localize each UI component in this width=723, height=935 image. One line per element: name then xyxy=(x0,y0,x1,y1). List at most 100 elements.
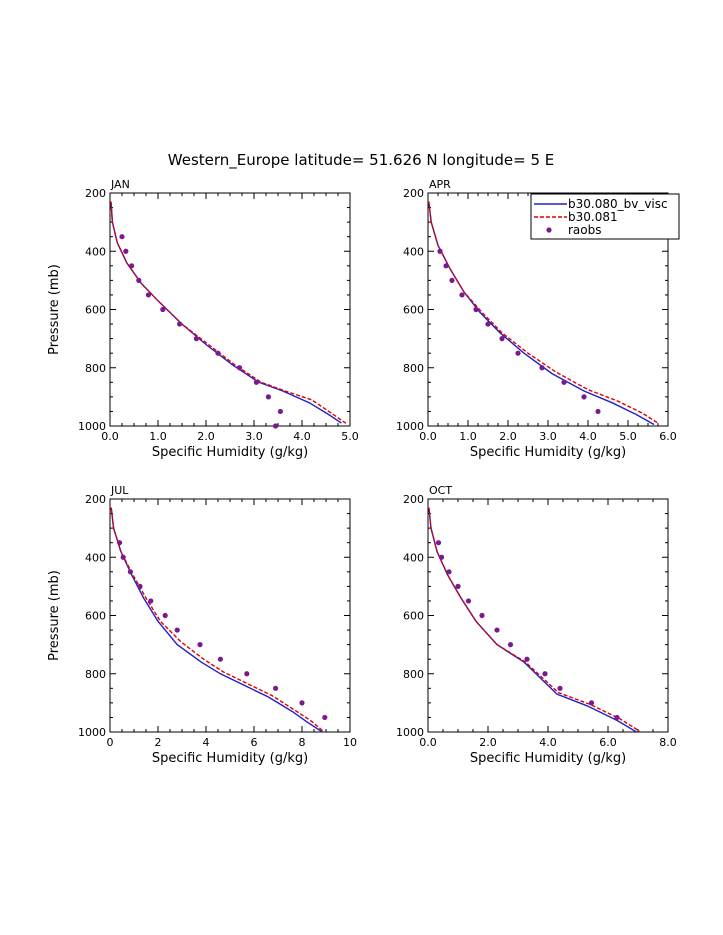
raobs-point xyxy=(524,656,530,662)
x-axis-label: Specific Humidity (g/kg) xyxy=(470,445,626,460)
y-axis-label: Pressure (mb) xyxy=(47,264,62,355)
raobs-point xyxy=(479,612,485,619)
raobs-point xyxy=(119,234,125,240)
x-tick-label: 5.0 xyxy=(341,430,359,443)
raobs-point xyxy=(174,627,180,633)
raobs-point xyxy=(148,598,154,604)
raobs-point xyxy=(217,656,223,662)
raobs-point xyxy=(455,583,461,589)
raobs-point xyxy=(162,612,168,619)
y-tick-label: 400 xyxy=(85,551,106,564)
y-tick-label: 800 xyxy=(403,668,424,681)
raobs-point xyxy=(595,408,601,415)
x-tick-label: 0.0 xyxy=(419,430,437,443)
y-tick-label: 800 xyxy=(85,668,106,681)
y-tick-label: 400 xyxy=(85,245,106,258)
raobs-point xyxy=(557,685,563,691)
raobs-point xyxy=(299,700,305,706)
figure-title: Western_Europe latitude= 51.626 N longit… xyxy=(168,151,554,170)
y-tick-label: 600 xyxy=(403,304,424,317)
raobs-point xyxy=(588,700,595,706)
y-tick-label: 600 xyxy=(85,304,106,317)
raobs-point xyxy=(117,540,123,546)
x-axis-label: Specific Humidity (g/kg) xyxy=(152,751,308,766)
x-tick-label: 4.0 xyxy=(293,430,311,443)
raobs-point xyxy=(322,714,328,721)
raobs-point xyxy=(244,671,250,677)
legend-swatch-dot xyxy=(546,227,552,233)
raobs-point xyxy=(277,408,283,415)
raobs-point xyxy=(449,277,455,283)
raobs-point xyxy=(215,350,221,356)
x-tick-label: 0.0 xyxy=(101,430,119,443)
legend-label: b30.081 xyxy=(568,210,618,224)
raobs-point xyxy=(273,685,279,691)
panel-title: APR xyxy=(429,178,451,191)
raobs-point xyxy=(473,306,479,313)
raobs-point xyxy=(265,394,271,400)
raobs-point xyxy=(494,627,500,633)
raobs-point xyxy=(499,336,505,342)
y-tick-label: 800 xyxy=(85,362,106,375)
raobs-point xyxy=(507,642,514,648)
raobs-point xyxy=(542,671,548,677)
raobs-point xyxy=(123,248,129,254)
y-tick-label: 600 xyxy=(403,610,424,623)
panel-jan: 0.0 1.0 2.0 3.0 4.0 5.0 200 400 600 800 1000 JAN Spe… xyxy=(47,178,359,460)
raobs-point xyxy=(253,379,259,385)
series-line-b30-081 xyxy=(110,201,349,426)
x-tick-label: 8 xyxy=(299,736,306,749)
x-axis-label: Specific Humidity (g/kg) xyxy=(152,445,308,460)
raobs-point xyxy=(129,263,135,269)
y-tick-label: 1000 xyxy=(396,420,424,433)
raobs-point xyxy=(581,394,587,400)
y-tick-label: 200 xyxy=(85,187,106,200)
x-tick-label: 4.0 xyxy=(579,430,597,443)
raobs-point xyxy=(120,554,126,560)
raobs-point xyxy=(614,714,620,721)
series-line-b30-080 xyxy=(110,201,342,424)
x-tick-label: 3.0 xyxy=(539,430,557,443)
panel-title: JUL xyxy=(110,484,129,497)
x-tick-label: 0.0 xyxy=(419,736,437,749)
raobs-point xyxy=(177,321,183,327)
raobs-point xyxy=(438,554,445,560)
y-tick-label: 800 xyxy=(403,362,424,375)
legend-label: b30.080_bv_visc xyxy=(568,197,668,211)
series-line-b30-081 xyxy=(428,201,659,424)
x-tick-label: 2.0 xyxy=(479,736,497,749)
panel-oct: 0.0 2.0 4.0 6.0 8.0 200 400 600 800 1000 OCT Specif… xyxy=(396,484,677,766)
x-tick-label: 6.0 xyxy=(599,736,617,749)
x-tick-label: 6 xyxy=(251,736,258,749)
x-tick-label: 5.0 xyxy=(619,430,637,443)
x-tick-label: 1.0 xyxy=(459,430,477,443)
raobs-point xyxy=(197,642,203,648)
x-tick-label: 1.0 xyxy=(149,430,167,443)
plot-frame xyxy=(109,192,351,427)
y-tick-label: 200 xyxy=(403,187,424,200)
x-axis-label: Specific Humidity (g/kg) xyxy=(470,751,626,766)
x-tick-label: 0 xyxy=(107,736,114,749)
raobs-point xyxy=(515,350,521,356)
x-tick-label: 2.0 xyxy=(197,430,215,443)
x-tick-label: 4.0 xyxy=(539,736,557,749)
raobs-point xyxy=(160,306,166,313)
raobs-point xyxy=(561,379,567,385)
x-tick-label: 2.0 xyxy=(499,430,517,443)
raobs-point xyxy=(127,569,133,575)
series-line-b30-080 xyxy=(110,507,323,733)
y-tick-label: 200 xyxy=(85,493,106,506)
series-line-b30-081 xyxy=(110,507,325,732)
raobs-point xyxy=(539,365,545,371)
y-tick-label: 1000 xyxy=(78,420,106,433)
raobs-point xyxy=(465,598,472,604)
x-tick-label: 10 xyxy=(343,736,357,749)
plot-frame xyxy=(109,498,351,733)
y-tick-label: 400 xyxy=(403,245,424,258)
panel-title: JAN xyxy=(110,178,130,191)
series-line-b30-080 xyxy=(428,507,637,733)
raobs-point xyxy=(237,365,243,371)
panel-jul: 0 2 4 6 8 10 200 400 600 800 1000 JUL Specific Humid… xyxy=(47,484,357,766)
